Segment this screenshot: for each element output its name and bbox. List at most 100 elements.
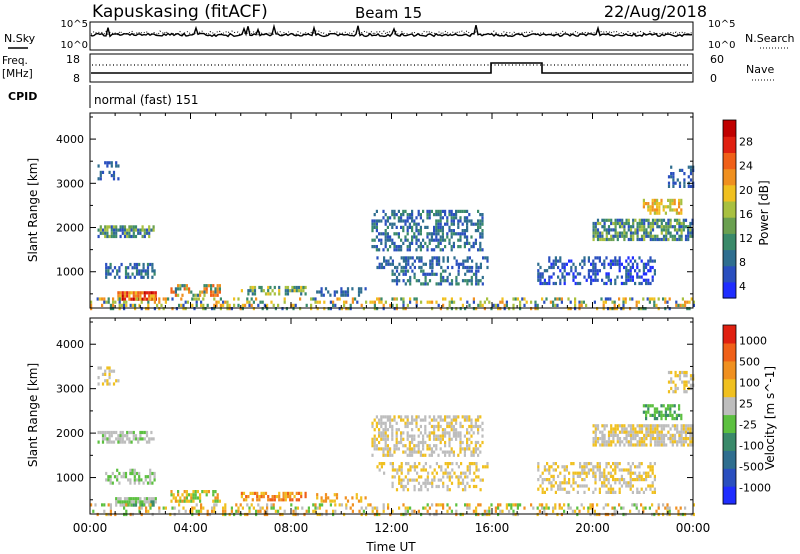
heatmap-cell [378, 462, 381, 466]
heatmap-cell [431, 307, 434, 311]
heatmap-cell [452, 424, 455, 429]
heatmap-cell [112, 430, 116, 435]
heatmap-cell [402, 279, 405, 283]
freq-right-tick-bottom: 0 [710, 72, 717, 85]
heatmap-cell [455, 509, 458, 513]
heatmap-cell [656, 234, 659, 238]
heatmap-cell [252, 300, 255, 304]
heatmap-cell [672, 390, 675, 394]
heatmap-cell [194, 496, 197, 500]
heatmap-cell [402, 431, 405, 435]
heatmap-cell [653, 462, 656, 466]
heatmap-cell [587, 256, 590, 260]
heatmap-cell [660, 237, 663, 242]
heatmap-cell [470, 424, 473, 429]
heatmap-cell [283, 300, 286, 304]
heatmap-cell [435, 245, 438, 249]
heatmap-cell [101, 440, 105, 444]
heatmap-cell [634, 471, 637, 475]
heatmap-cell [422, 440, 425, 445]
heatmap-cell [687, 165, 690, 169]
heatmap-cell [634, 465, 637, 469]
heatmap-cell [214, 499, 217, 503]
heatmap-cell [583, 490, 586, 494]
heatmap-cell [264, 292, 268, 296]
heatmap-cell [671, 413, 674, 417]
heatmap-cell [464, 488, 467, 492]
heatmap-cell [479, 265, 482, 270]
heatmap-cell [110, 434, 113, 438]
heatmap-cell [640, 462, 643, 466]
heatmap-cell [660, 413, 663, 417]
heatmap-cell [662, 208, 665, 212]
heatmap-cell [472, 484, 476, 489]
heatmap-cell [466, 503, 469, 507]
heatmap-cell [450, 219, 453, 223]
heatmap-cell [538, 509, 541, 513]
heatmap-cell [494, 509, 497, 513]
heatmap-cell [145, 291, 149, 295]
heatmap-cell [415, 229, 418, 233]
heatmap-cell [433, 434, 436, 438]
heatmap-cell [162, 307, 165, 311]
heatmap-cell [104, 372, 107, 376]
heatmap-cell [212, 293, 215, 297]
heatmap-cell [289, 289, 292, 293]
heatmap-cell [378, 238, 381, 242]
heatmap-cell [627, 275, 630, 279]
heatmap-cell [378, 297, 381, 301]
heatmap-cell [129, 303, 132, 307]
heatmap-cell [397, 428, 400, 432]
heatmap-cell [558, 506, 561, 510]
heatmap-cell [486, 259, 489, 263]
heatmap-cell [614, 462, 617, 466]
heatmap-cell [338, 503, 341, 507]
heatmap-cell [598, 468, 601, 472]
heatmap-cell [472, 307, 475, 311]
heatmap-cell [431, 272, 434, 276]
heatmap-cell [371, 437, 374, 441]
heatmap-cell [634, 269, 637, 273]
heatmap-cell [205, 490, 208, 494]
heatmap-cell [224, 509, 227, 513]
heatmap-cell [417, 279, 421, 283]
heatmap-cell [228, 307, 231, 311]
heatmap-cell [442, 279, 445, 283]
heatmap-cell [397, 232, 400, 236]
heatmap-cell [692, 303, 695, 307]
heatmap-cell [664, 211, 667, 215]
heatmap-cell [422, 465, 425, 469]
heatmap-cell [660, 218, 663, 222]
heatmap-cell [632, 225, 635, 229]
heatmap-cell [585, 474, 588, 478]
heatmap-cell [596, 234, 600, 238]
heatmap-cell [406, 238, 409, 242]
heatmap-cell [643, 225, 646, 229]
heatmap-cell [389, 222, 392, 226]
heatmap-cell [386, 225, 389, 229]
heatmap-cell [212, 493, 215, 497]
heatmap-cell [572, 471, 575, 475]
heatmap-cell [142, 262, 145, 267]
heatmap-cell [678, 181, 682, 185]
heatmap-cell [439, 272, 443, 276]
heatmap-cell [205, 284, 208, 288]
heatmap-cell [426, 213, 429, 217]
heatmap-cell [640, 443, 644, 447]
heatmap-cell [413, 297, 416, 301]
heatmap-cell [468, 279, 471, 283]
heatmap-cell [137, 440, 140, 444]
heatmap-cell [512, 307, 515, 311]
heatmap-cell [150, 437, 153, 441]
heatmap-cell [137, 437, 140, 441]
heatmap-cell [468, 444, 471, 448]
heatmap-cell [550, 474, 553, 478]
heatmap-cell [625, 269, 628, 273]
heatmap-cell [174, 496, 177, 500]
heatmap-cell [112, 170, 116, 174]
heatmap-cell [466, 428, 469, 432]
heatmap-cell [164, 297, 167, 301]
heatmap-cell [110, 369, 113, 373]
heatmap-cell [426, 282, 429, 286]
heatmap-cell [647, 465, 650, 469]
